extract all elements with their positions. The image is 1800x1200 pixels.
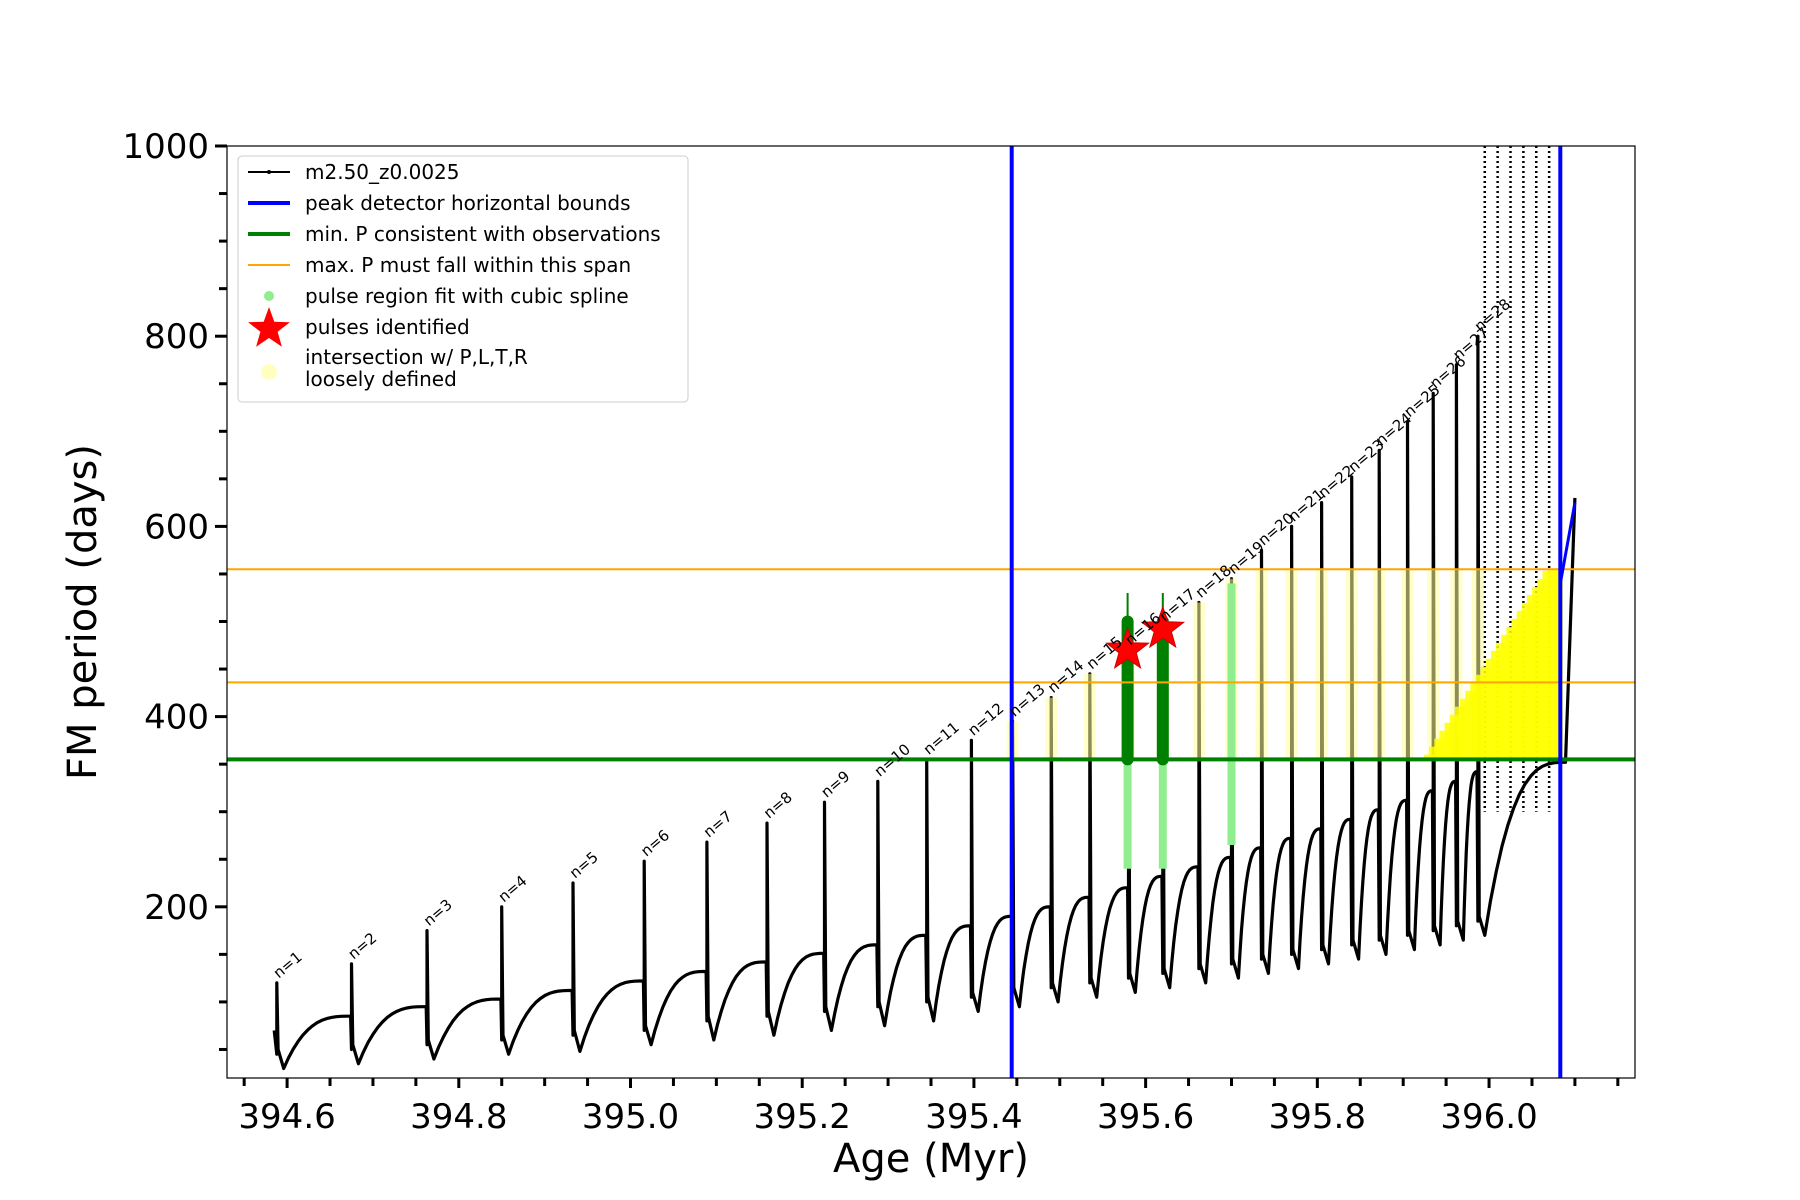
final-tail-segment (1558, 502, 1577, 584)
intersection-region (1345, 569, 1358, 760)
intersection-region (1511, 618, 1522, 760)
pulse-label: n=28 (1471, 295, 1514, 335)
intersection-region (1373, 569, 1386, 760)
pulse-label: n=3 (420, 896, 456, 930)
intersection-region (1485, 658, 1496, 760)
legend-label: max. P must fall within this span (305, 253, 631, 277)
intersection-region (1434, 738, 1445, 760)
model-period-curve (272, 334, 1577, 1071)
intersection-region (1401, 569, 1414, 760)
pulse-identified-star (1140, 605, 1186, 649)
y-axis-title: FM period (days) (60, 444, 106, 780)
intersection-region (1506, 626, 1517, 760)
intersection-region (1532, 586, 1543, 760)
intersection-region (1315, 569, 1328, 760)
intersection-region (1516, 610, 1527, 760)
intersection-region (1521, 602, 1532, 760)
x-axis-title: Age (Myr) (833, 1136, 1029, 1182)
intersection-region (1552, 569, 1563, 760)
intersection-region (1542, 570, 1553, 760)
x-tick-label: 394.8 (410, 1097, 507, 1137)
intersection-region (1480, 666, 1491, 760)
intersection-region (1537, 578, 1548, 760)
legend-circle-swatch (261, 364, 277, 380)
intersection-region (1045, 697, 1058, 760)
intersection-region (1526, 594, 1537, 760)
y-tick-label: 200 (144, 888, 209, 928)
intersection-region (1427, 569, 1440, 760)
pulse-label: n=5 (566, 848, 602, 882)
intersection-region (1449, 714, 1460, 760)
intersection-region (1475, 674, 1486, 760)
pulse-label: n=8 (760, 788, 796, 822)
intersection-region (1470, 682, 1481, 760)
intersection-region (1429, 746, 1440, 760)
intersection-region (1255, 569, 1268, 760)
y-tick-label: 1000 (122, 127, 209, 167)
legend-dot-swatch (267, 170, 271, 174)
intersection-region (1490, 650, 1501, 760)
x-tick-label: 395.2 (754, 1097, 851, 1137)
y-tick-label: 800 (144, 317, 209, 357)
intersection-region (1454, 706, 1465, 760)
pulse-label: n=1 (270, 948, 306, 982)
x-tick-label: 395.0 (582, 1097, 679, 1137)
intersection-region (1460, 698, 1471, 760)
pulse-identified-star (1105, 626, 1150, 669)
intersection-region (1423, 754, 1434, 760)
intersection-region (1465, 690, 1476, 760)
x-tick-label: 394.6 (238, 1097, 335, 1137)
legend-label: peak detector horizontal bounds (305, 191, 631, 215)
intersection-region (1192, 602, 1205, 760)
intersection-region (1285, 569, 1298, 760)
pulse-label: n=17 (1156, 585, 1199, 625)
x-tick-label: 395.8 (1269, 1097, 1366, 1137)
intersection-region (1501, 634, 1512, 760)
legend-label: pulses identified (305, 315, 470, 339)
legend-box (237, 155, 689, 403)
legend-label: pulse region fit with cubic spline (305, 284, 629, 308)
pulse-label: n=11 (920, 718, 963, 758)
x-tick-label: 395.4 (925, 1097, 1022, 1137)
legend-label: min. P consistent with observations (305, 222, 661, 246)
x-tick-label: 396.0 (1440, 1097, 1537, 1137)
intersection-region (1547, 569, 1558, 760)
x-tick-label: 395.6 (1097, 1097, 1194, 1137)
legend-dot-swatch (264, 291, 274, 301)
intersection-region (1444, 722, 1455, 760)
pulse-label: n=14 (1044, 656, 1087, 696)
legend-label: loosely defined (305, 367, 457, 391)
intersection-region (1439, 730, 1450, 760)
pulse-label: n=2 (344, 929, 380, 963)
intersection-region (1083, 673, 1096, 760)
intersection-region (1496, 642, 1507, 760)
pulse-label: n=7 (700, 807, 736, 841)
legend-label: m2.50_z0.0025 (305, 160, 460, 184)
pulse-label: n=6 (637, 826, 673, 860)
y-tick-label: 600 (144, 507, 209, 547)
legend-star-swatch (248, 307, 290, 347)
legend-label: intersection w/ P,L,T,R (305, 345, 528, 369)
y-tick-label: 400 (144, 698, 209, 738)
pulse-label: n=4 (495, 872, 531, 906)
pulse-label: n=12 (964, 699, 1007, 739)
pulse-label: n=9 (818, 767, 854, 801)
